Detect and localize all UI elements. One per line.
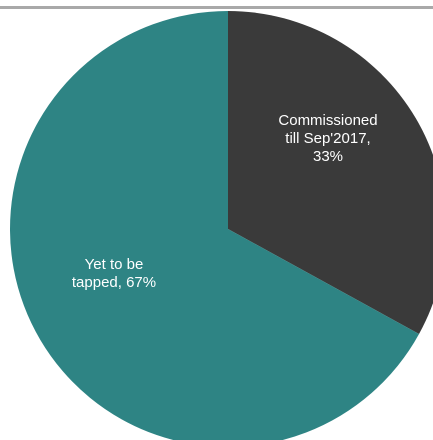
slice-label-1: Yet to be tapped, 67% <box>72 256 156 291</box>
pie-labels: Commissioned till Sep'2017, 33% Yet to be ta… <box>72 112 378 291</box>
pie-slice-1 <box>10 11 420 440</box>
slice-label-line: 33% <box>313 148 343 165</box>
slice-label-line: tapped, 67% <box>72 274 156 291</box>
slice-label-line: Yet to be <box>85 256 144 273</box>
slice-label-line: till Sep'2017, <box>285 130 370 147</box>
pie-slices <box>10 11 433 440</box>
top-divider <box>0 6 433 9</box>
slice-label-0: Commissioned till Sep'2017, 33% <box>278 112 377 165</box>
pie-slice-0 <box>228 11 433 335</box>
slice-label-line: Commissioned <box>278 112 377 129</box>
